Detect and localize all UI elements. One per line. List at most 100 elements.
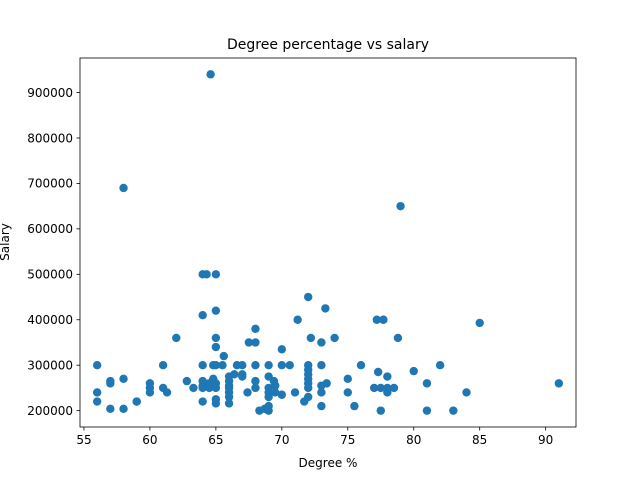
data-point (198, 361, 207, 370)
data-point (132, 397, 141, 406)
data-point (277, 345, 287, 354)
data-point (322, 379, 331, 388)
data-point (396, 201, 405, 211)
data-point (369, 383, 379, 393)
data-point (277, 361, 287, 370)
data-point (383, 388, 392, 397)
data-point (224, 392, 234, 402)
data-point (435, 361, 445, 370)
data-point (264, 392, 273, 402)
data-point (224, 399, 234, 408)
data-point (290, 388, 300, 397)
data-point (198, 311, 207, 320)
x-tick-label: 85 (472, 433, 487, 447)
data-point (198, 383, 207, 393)
data-point (264, 406, 273, 415)
data-point (376, 383, 385, 393)
y-tick-label: 500000 (27, 268, 73, 282)
data-point (317, 388, 326, 397)
data-point (92, 397, 102, 406)
data-point (238, 361, 247, 370)
x-axis-ticks: 55 60 65 70 75 80 85 90 (76, 427, 553, 447)
data-point (119, 374, 128, 384)
data-point (211, 306, 221, 315)
data-point (321, 304, 330, 313)
data-point (211, 270, 221, 279)
data-point (304, 392, 313, 402)
data-point (244, 338, 254, 347)
data-point (285, 361, 294, 370)
data-point (172, 333, 181, 343)
data-point (343, 388, 352, 397)
data-point (206, 70, 215, 79)
data-point (271, 388, 280, 397)
data-point (475, 318, 484, 328)
data-point (205, 383, 214, 393)
data-point (264, 361, 273, 370)
data-point (251, 383, 260, 393)
x-tick-label: 55 (76, 433, 91, 447)
data-point (211, 361, 221, 370)
data-point (376, 406, 385, 415)
data-point (306, 333, 316, 343)
y-tick-label: 900000 (27, 86, 73, 100)
x-tick-label: 65 (208, 433, 223, 447)
data-point (198, 397, 207, 406)
y-tick-label: 300000 (27, 358, 73, 372)
y-tick-label: 400000 (27, 313, 73, 327)
data-point (238, 372, 247, 381)
data-point (219, 351, 228, 361)
data-point (373, 367, 383, 377)
data-point (317, 361, 326, 370)
data-point (211, 333, 221, 343)
data-point (350, 401, 359, 411)
data-point (277, 390, 287, 399)
data-point (554, 379, 564, 388)
x-tick-label: 80 (406, 433, 421, 447)
data-point (409, 366, 418, 376)
data-point (202, 270, 211, 279)
data-point (383, 372, 392, 381)
data-point (251, 338, 260, 347)
data-point (317, 401, 326, 411)
data-point (393, 333, 403, 343)
data-point (119, 404, 128, 414)
x-tick-label: 60 (142, 433, 157, 447)
data-point (106, 404, 115, 414)
data-point (293, 315, 302, 324)
x-tick-label: 90 (538, 433, 553, 447)
data-point (218, 361, 227, 370)
y-tick-label: 200000 (27, 404, 73, 418)
data-point (422, 406, 432, 415)
x-axis-label: Degree % (299, 456, 358, 470)
data-point (211, 342, 221, 352)
plot-frame (79, 57, 577, 428)
data-point (372, 315, 382, 324)
data-point (243, 388, 252, 397)
data-point (356, 361, 366, 370)
data-point (211, 399, 221, 408)
x-tick-label: 70 (274, 433, 289, 447)
data-point (92, 361, 102, 370)
data-point (92, 388, 102, 397)
data-point (251, 376, 260, 386)
data-point (304, 383, 313, 393)
y-tick-label: 700000 (27, 177, 73, 191)
data-point (304, 292, 313, 302)
data-point (251, 324, 260, 334)
data-point (106, 376, 115, 386)
data-point (389, 383, 399, 393)
data-point (162, 388, 172, 397)
y-tick-label: 600000 (27, 222, 73, 236)
data-point (230, 370, 239, 379)
chart-title: Degree percentage vs salary (227, 37, 429, 53)
data-point (317, 338, 326, 347)
data-point (182, 376, 192, 386)
data-point (330, 333, 339, 343)
data-point (271, 381, 280, 390)
data-point (343, 374, 352, 384)
data-point (251, 361, 260, 370)
